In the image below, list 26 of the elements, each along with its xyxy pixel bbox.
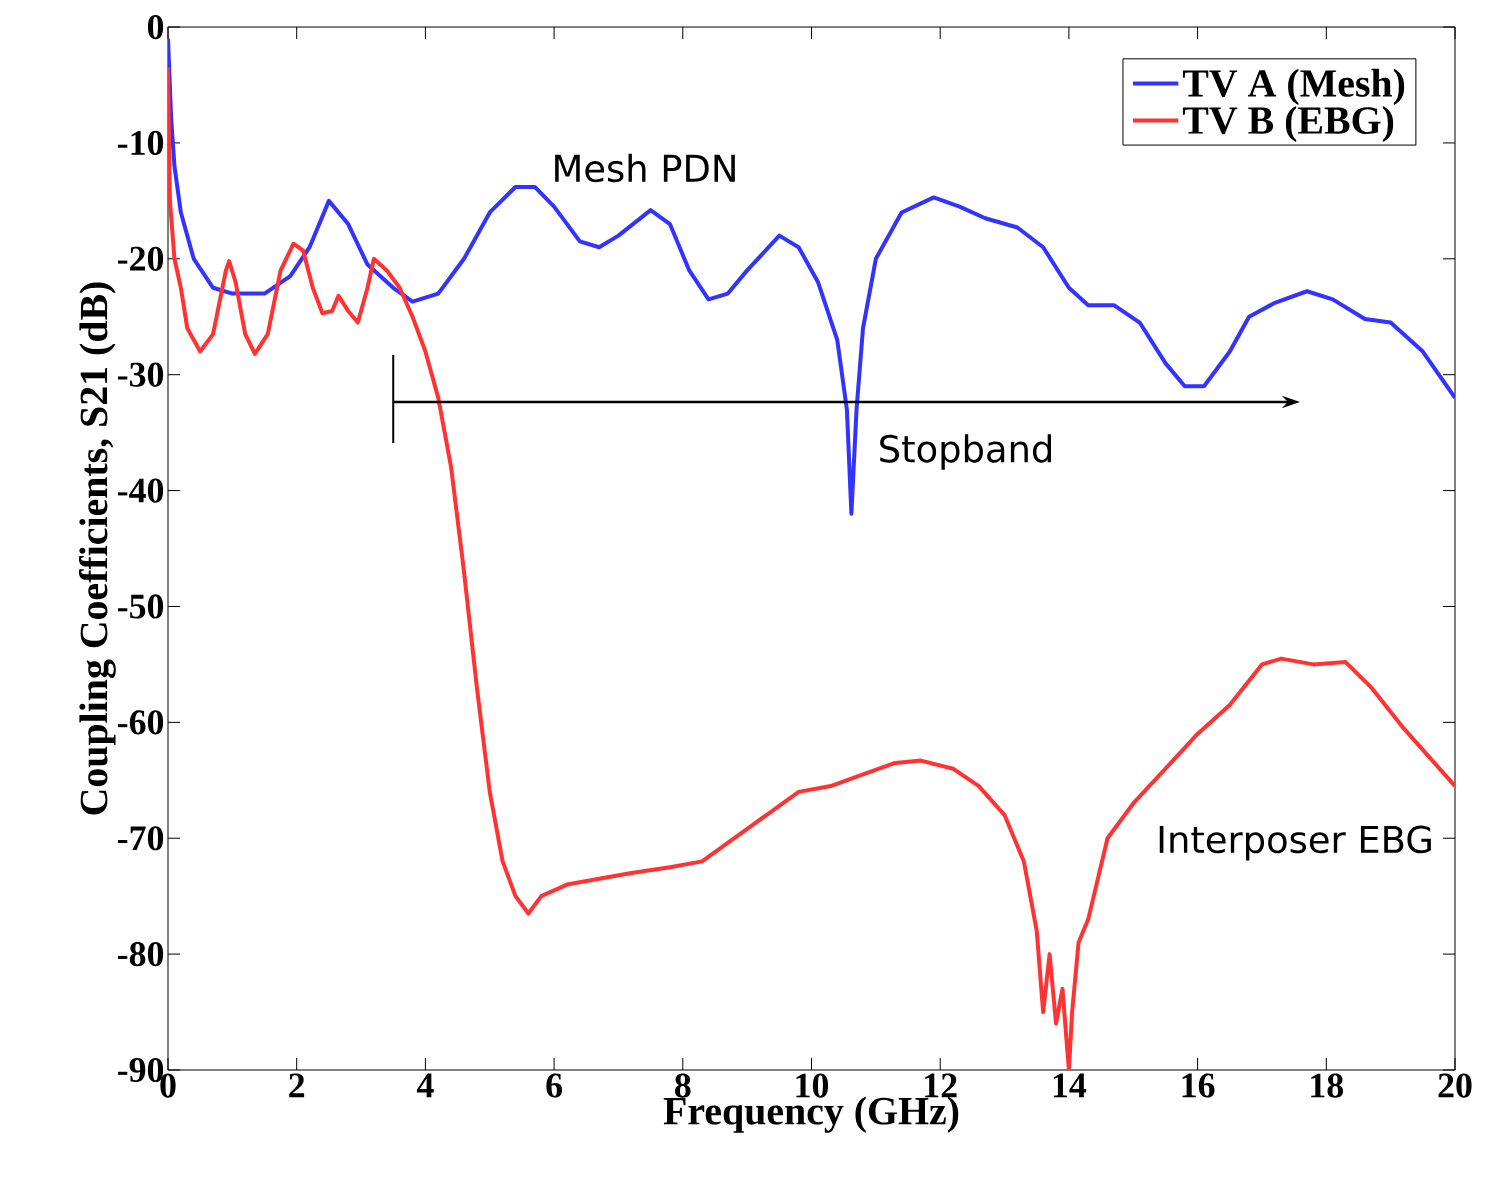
y-tick-label: -30 (117, 362, 164, 387)
y-axis-title: Coupling Coefficients, S21 (dB) (78, 282, 116, 815)
y-tick-label: -70 (117, 826, 164, 851)
line-series (168, 36, 1455, 516)
annotation: Interposer EBG (1159, 825, 1431, 861)
x-tick-label: 16 (1182, 1073, 1215, 1098)
x-tick-label: 14 (1053, 1073, 1087, 1098)
annotation: Stopband (880, 434, 1051, 470)
legend-label: TV A (Mesh) (1182, 68, 1405, 105)
legend-label: TV B (EBG) (1182, 105, 1394, 143)
x-tick-label: 4 (416, 1073, 434, 1098)
y-tick-label: -80 (117, 942, 164, 967)
y-tick-label: -60 (117, 710, 164, 735)
x-tick-label: 18 (1311, 1073, 1344, 1098)
x-tick-label: 8 (675, 1073, 691, 1098)
x-tick-label: 12 (925, 1073, 957, 1098)
x-tick-label: 2 (289, 1073, 305, 1098)
y-tick-label: -20 (117, 246, 164, 271)
y-tick-label: -40 (117, 478, 164, 503)
x-tick-label: 20 (1438, 1073, 1472, 1098)
y-tick-label: -50 (117, 594, 164, 619)
y-tick-label: 0 (147, 14, 164, 40)
annotation: Mesh PDN (555, 153, 735, 183)
x-tick-label: 10 (796, 1073, 829, 1098)
y-tick-label: -10 (117, 130, 164, 156)
x-tick-label: 6 (546, 1073, 563, 1098)
